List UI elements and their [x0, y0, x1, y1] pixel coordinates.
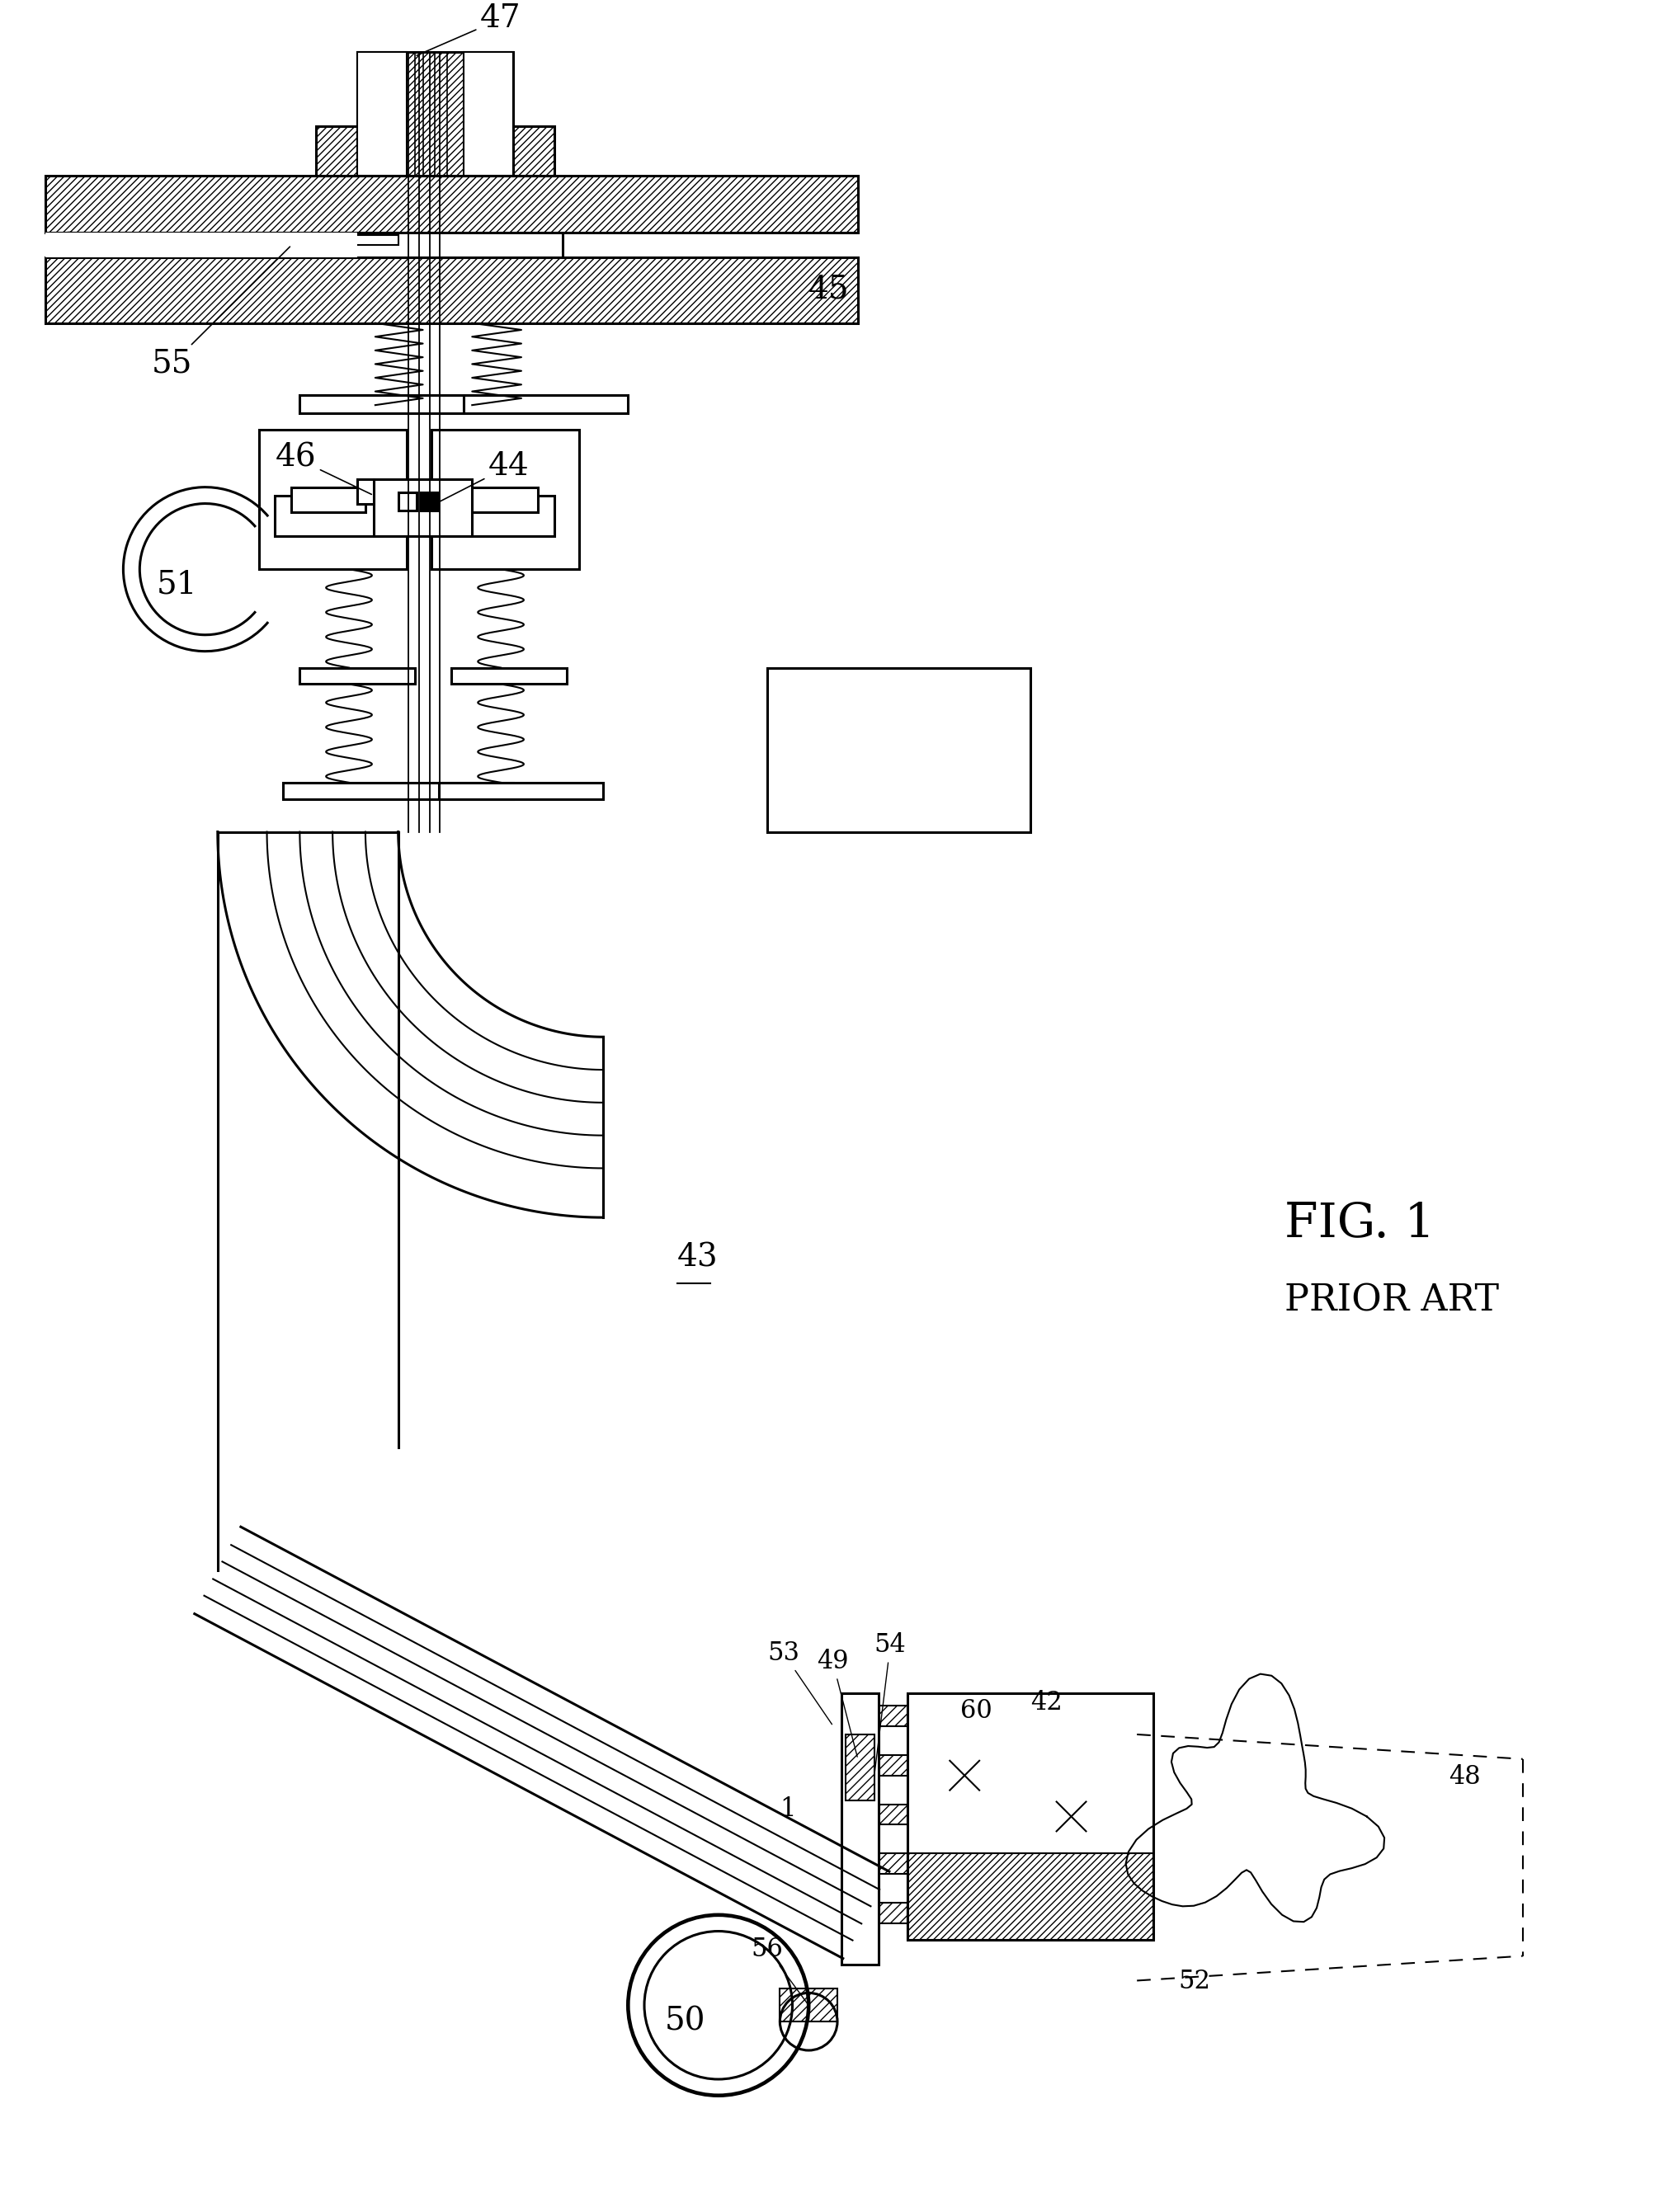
- Bar: [398, 491, 416, 511]
- Bar: [275, 495, 383, 535]
- Text: 52: 52: [1178, 1969, 1210, 1995]
- Bar: [284, 783, 513, 799]
- Bar: [374, 480, 472, 535]
- Bar: [250, 234, 398, 246]
- Text: 50: 50: [664, 2006, 706, 2037]
- Bar: [70, 232, 562, 257]
- Text: 1: 1: [780, 1796, 795, 1823]
- Bar: [315, 126, 357, 175]
- Bar: [448, 495, 554, 535]
- Bar: [431, 429, 579, 568]
- Bar: [908, 1694, 1153, 1940]
- Text: 49: 49: [817, 1648, 857, 1756]
- Bar: [451, 668, 567, 684]
- Bar: [45, 232, 357, 257]
- Bar: [357, 53, 513, 175]
- Bar: [513, 126, 554, 175]
- Bar: [45, 257, 857, 323]
- Text: 46: 46: [275, 442, 371, 493]
- Bar: [846, 1734, 874, 1801]
- Text: PRIOR ART: PRIOR ART: [1285, 1283, 1498, 1318]
- Bar: [292, 487, 366, 511]
- Ellipse shape: [54, 232, 86, 257]
- Text: 42: 42: [1030, 1690, 1062, 1717]
- Bar: [874, 1705, 908, 1725]
- Text: 56: 56: [752, 1935, 807, 2004]
- Bar: [45, 175, 857, 232]
- Bar: [300, 668, 414, 684]
- Bar: [841, 1694, 878, 1964]
- Text: 44: 44: [425, 451, 530, 509]
- Bar: [357, 480, 374, 504]
- Bar: [463, 396, 628, 414]
- Bar: [258, 429, 406, 568]
- Text: 55: 55: [153, 248, 290, 378]
- Text: 43: 43: [678, 1243, 718, 1274]
- Bar: [874, 1754, 908, 1776]
- Text: 48: 48: [1448, 1763, 1480, 1790]
- Text: 45: 45: [809, 274, 849, 305]
- Bar: [463, 53, 513, 175]
- Text: 51: 51: [156, 571, 196, 599]
- Text: 60: 60: [960, 1699, 992, 1723]
- Bar: [463, 487, 537, 511]
- Bar: [300, 396, 463, 414]
- Text: 47: 47: [416, 4, 522, 55]
- Bar: [767, 668, 1030, 832]
- Bar: [440, 783, 604, 799]
- Bar: [780, 1989, 837, 2022]
- Text: FIG. 1: FIG. 1: [1285, 1201, 1435, 1248]
- Bar: [421, 491, 438, 511]
- Bar: [357, 53, 406, 175]
- Text: 54: 54: [874, 1632, 906, 1774]
- Bar: [874, 1854, 908, 1874]
- Bar: [908, 1854, 1153, 1940]
- Bar: [874, 1805, 908, 1825]
- Text: 53: 53: [767, 1641, 832, 1725]
- Bar: [874, 1902, 908, 1922]
